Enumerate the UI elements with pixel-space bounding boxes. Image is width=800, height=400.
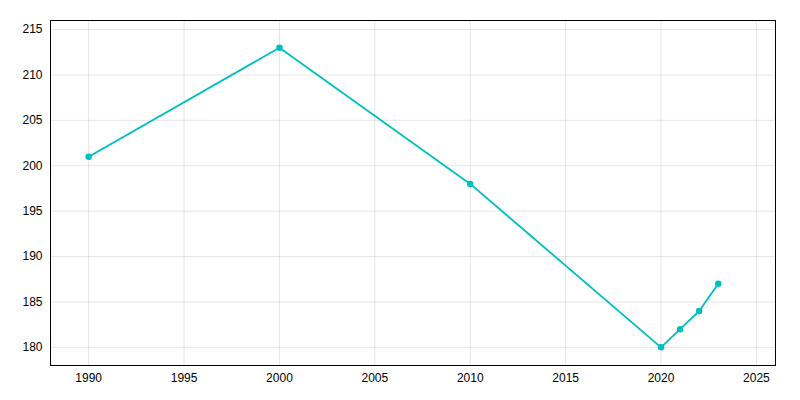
svg-text:195: 195 [22, 204, 42, 218]
svg-text:215: 215 [22, 22, 42, 36]
svg-text:210: 210 [22, 68, 42, 82]
svg-text:205: 205 [22, 113, 42, 127]
svg-text:2005: 2005 [361, 371, 388, 385]
svg-text:2025: 2025 [743, 371, 770, 385]
svg-text:180: 180 [22, 340, 42, 354]
svg-text:2020: 2020 [648, 371, 675, 385]
svg-text:2010: 2010 [457, 371, 484, 385]
svg-text:200: 200 [22, 159, 42, 173]
svg-text:190: 190 [22, 249, 42, 263]
svg-text:185: 185 [22, 295, 42, 309]
svg-text:1995: 1995 [171, 371, 198, 385]
svg-text:2000: 2000 [266, 371, 293, 385]
svg-text:2015: 2015 [552, 371, 579, 385]
svg-text:1990: 1990 [75, 371, 102, 385]
